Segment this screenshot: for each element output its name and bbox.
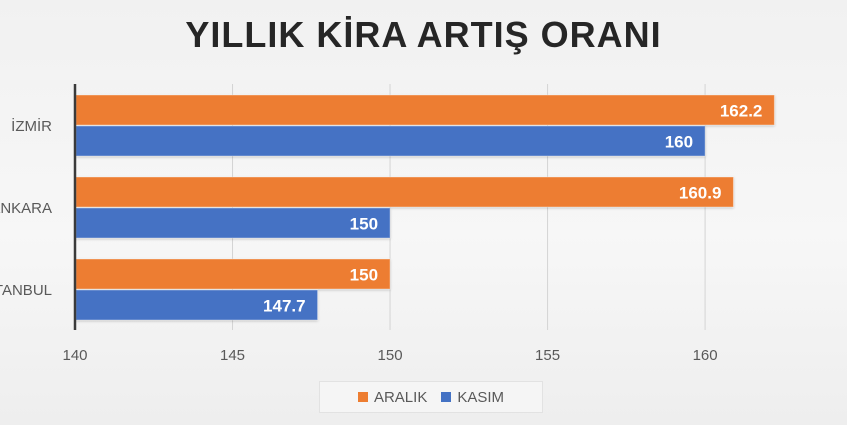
x-tick-label: 155 — [535, 347, 560, 364]
bar-aralik-i-stanbul — [75, 258, 391, 290]
category-label-i-stanbul: İSTANBUL — [0, 281, 52, 299]
category-label-i-zmi-r: İZMİR — [11, 117, 52, 135]
bar-kasim-ankara — [75, 207, 391, 239]
data-label-kasim-i-stanbul: 147.7 — [263, 297, 306, 316]
bar-aralik-ankara — [75, 176, 734, 208]
chart-legend: ARALIK KASIM — [319, 381, 543, 413]
legend-swatch-aralik — [357, 392, 368, 402]
bar-aralik-i-zmi-r — [75, 94, 775, 126]
legend-label-aralik: ARALIK — [373, 388, 428, 406]
legend-item-aralik: ARALIK — [357, 388, 428, 406]
data-label-aralik-i-stanbul: 150 — [350, 266, 378, 285]
legend-label-kasim: KASIM — [457, 388, 505, 406]
legend-swatch-kasim — [441, 392, 452, 402]
x-tick-label: 140 — [62, 347, 87, 364]
data-label-kasim-i-zmi-r: 160 — [665, 133, 693, 152]
x-tick-label: 160 — [693, 347, 718, 364]
data-label-aralik-i-zmi-r: 162.2 — [720, 102, 763, 121]
data-label-kasim-ankara: 150 — [350, 215, 378, 234]
category-label-ankara: ANKARA — [0, 200, 52, 217]
bar-kasim-i-zmi-r — [75, 125, 706, 157]
chart-title: YILLIK KİRA ARTIŞ ORANI — [185, 14, 662, 55]
data-label-aralik-ankara: 160.9 — [679, 184, 722, 203]
legend-item-kasim: KASIM — [441, 389, 504, 406]
x-tick-label: 150 — [378, 347, 403, 364]
x-tick-label: 145 — [220, 347, 245, 364]
